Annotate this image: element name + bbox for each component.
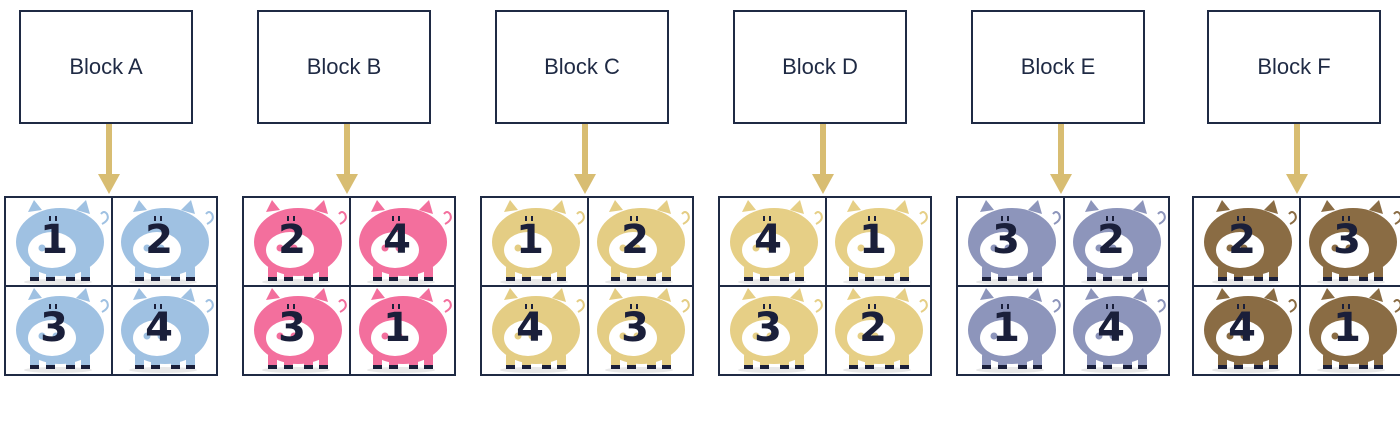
pig-icon: 3 — [6, 286, 111, 374]
pig-icon: 2 — [244, 198, 349, 286]
pig-icon: 4 — [1063, 286, 1168, 374]
grid-divider — [720, 285, 930, 287]
pen-number: 1 — [992, 305, 1020, 351]
pig-icon: 4 — [482, 286, 587, 374]
pig-icon: 1 — [349, 286, 454, 374]
pen-number: 3 — [278, 305, 306, 351]
block-2: Block C 1 2 4 3 — [478, 0, 698, 421]
down-arrow-icon — [812, 124, 834, 194]
pig-icon: 4 — [111, 286, 216, 374]
pen-number: 4 — [1097, 305, 1125, 351]
pen-number: 1 — [859, 217, 887, 263]
pen-grid: 3 2 1 4 — [956, 196, 1170, 376]
block-label: Block D — [733, 10, 907, 124]
pen-number: 1 — [1333, 305, 1361, 351]
pig-icon: 4 — [1194, 286, 1299, 374]
pig-icon: 2 — [825, 286, 930, 374]
pen-number: 2 — [621, 217, 649, 263]
down-arrow-icon — [1050, 124, 1072, 194]
block-label: Block F — [1207, 10, 1381, 124]
down-arrow-icon — [1286, 124, 1308, 194]
down-arrow-icon — [336, 124, 358, 194]
pig-icon: 4 — [349, 198, 454, 286]
pig-icon: 2 — [587, 198, 692, 286]
block-1: Block B 2 4 3 1 — [240, 0, 460, 421]
block-label: Block C — [495, 10, 669, 124]
pen-grid: 1 2 3 4 — [4, 196, 218, 376]
pen-number: 1 — [40, 217, 68, 263]
grid-divider — [482, 285, 692, 287]
pen-grid: 1 2 4 3 — [480, 196, 694, 376]
pig-icon: 4 — [720, 198, 825, 286]
pig-icon: 3 — [587, 286, 692, 374]
pig-icon: 2 — [111, 198, 216, 286]
pen-number: 4 — [1228, 305, 1256, 351]
pen-number: 4 — [754, 217, 782, 263]
pig-icon: 2 — [1063, 198, 1168, 286]
grid-divider — [1194, 285, 1400, 287]
pig-icon: 3 — [244, 286, 349, 374]
grid-divider — [958, 285, 1168, 287]
pen-number: 3 — [40, 305, 68, 351]
pig-icon: 3 — [720, 286, 825, 374]
pen-number: 3 — [621, 305, 649, 351]
grid-divider — [6, 285, 216, 287]
pen-number: 2 — [1228, 217, 1256, 263]
pig-icon: 1 — [825, 198, 930, 286]
block-4: Block E 3 2 1 4 — [954, 0, 1174, 421]
block-label: Block B — [257, 10, 431, 124]
pen-grid: 2 3 4 1 — [1192, 196, 1400, 376]
pen-grid: 4 1 3 2 — [718, 196, 932, 376]
down-arrow-icon — [98, 124, 120, 194]
pig-icon: 3 — [958, 198, 1063, 286]
pen-number: 1 — [383, 305, 411, 351]
pig-icon: 3 — [1299, 198, 1400, 286]
pig-icon: 1 — [958, 286, 1063, 374]
pen-number: 2 — [859, 305, 887, 351]
block-5: Block F 2 3 4 1 — [1190, 0, 1400, 421]
block-0: Block A 1 2 3 4 — [2, 0, 222, 421]
pig-icon: 1 — [482, 198, 587, 286]
pig-icon: 2 — [1194, 198, 1299, 286]
pen-number: 4 — [145, 305, 173, 351]
pig-icon: 1 — [1299, 286, 1400, 374]
pen-grid: 2 4 3 1 — [242, 196, 456, 376]
block-3: Block D 4 1 3 2 — [716, 0, 936, 421]
pen-number: 1 — [516, 217, 544, 263]
pen-number: 3 — [992, 217, 1020, 263]
pig-icon: 1 — [6, 198, 111, 286]
pen-number: 2 — [145, 217, 173, 263]
block-label: Block E — [971, 10, 1145, 124]
pen-number: 4 — [516, 305, 544, 351]
down-arrow-icon — [574, 124, 596, 194]
pen-number: 3 — [1333, 217, 1361, 263]
grid-divider — [244, 285, 454, 287]
block-label: Block A — [19, 10, 193, 124]
pen-number: 2 — [278, 217, 306, 263]
pen-number: 4 — [383, 217, 411, 263]
pen-number: 2 — [1097, 217, 1125, 263]
pen-number: 3 — [754, 305, 782, 351]
